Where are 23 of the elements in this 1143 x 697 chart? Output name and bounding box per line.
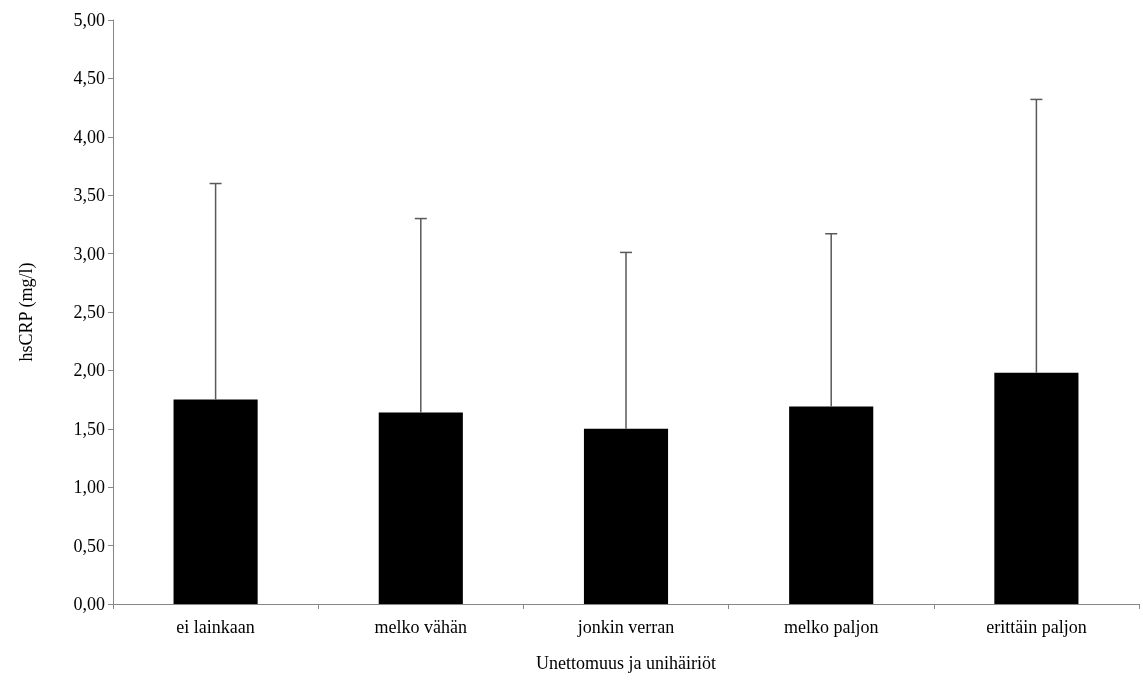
bar xyxy=(994,372,1079,604)
x-tick-label: ei lainkaan xyxy=(176,617,255,637)
y-tick-label: 4,50 xyxy=(73,68,105,89)
x-axis-title: Unettomuus ja unihäiriöt xyxy=(536,653,716,673)
x-tick-label: melko vähän xyxy=(374,617,468,637)
y-tick-label: 2,50 xyxy=(73,302,105,322)
y-tick-label: 3,50 xyxy=(73,185,105,206)
bar xyxy=(173,399,258,604)
y-tick-label: 0,00 xyxy=(73,594,105,614)
y-tick-label: 2,00 xyxy=(73,360,105,381)
y-tick-label: 1,50 xyxy=(73,418,105,439)
y-tick-label: 3,00 xyxy=(73,243,105,264)
bar xyxy=(789,406,874,604)
y-tick-label: 4,00 xyxy=(73,126,105,147)
bar xyxy=(583,428,669,604)
x-tick-label: jonkin verran xyxy=(576,617,675,637)
x-tick-label: melko paljon xyxy=(783,617,879,637)
y-tick-label: 1,00 xyxy=(73,477,105,498)
y-tick-label: 5,00 xyxy=(73,10,105,30)
y-axis-title: hsCRP (mg/l) xyxy=(16,262,37,362)
bar xyxy=(378,412,463,604)
x-tick-label: erittäin paljon xyxy=(986,617,1087,637)
y-tick-label: 0,50 xyxy=(73,535,105,556)
